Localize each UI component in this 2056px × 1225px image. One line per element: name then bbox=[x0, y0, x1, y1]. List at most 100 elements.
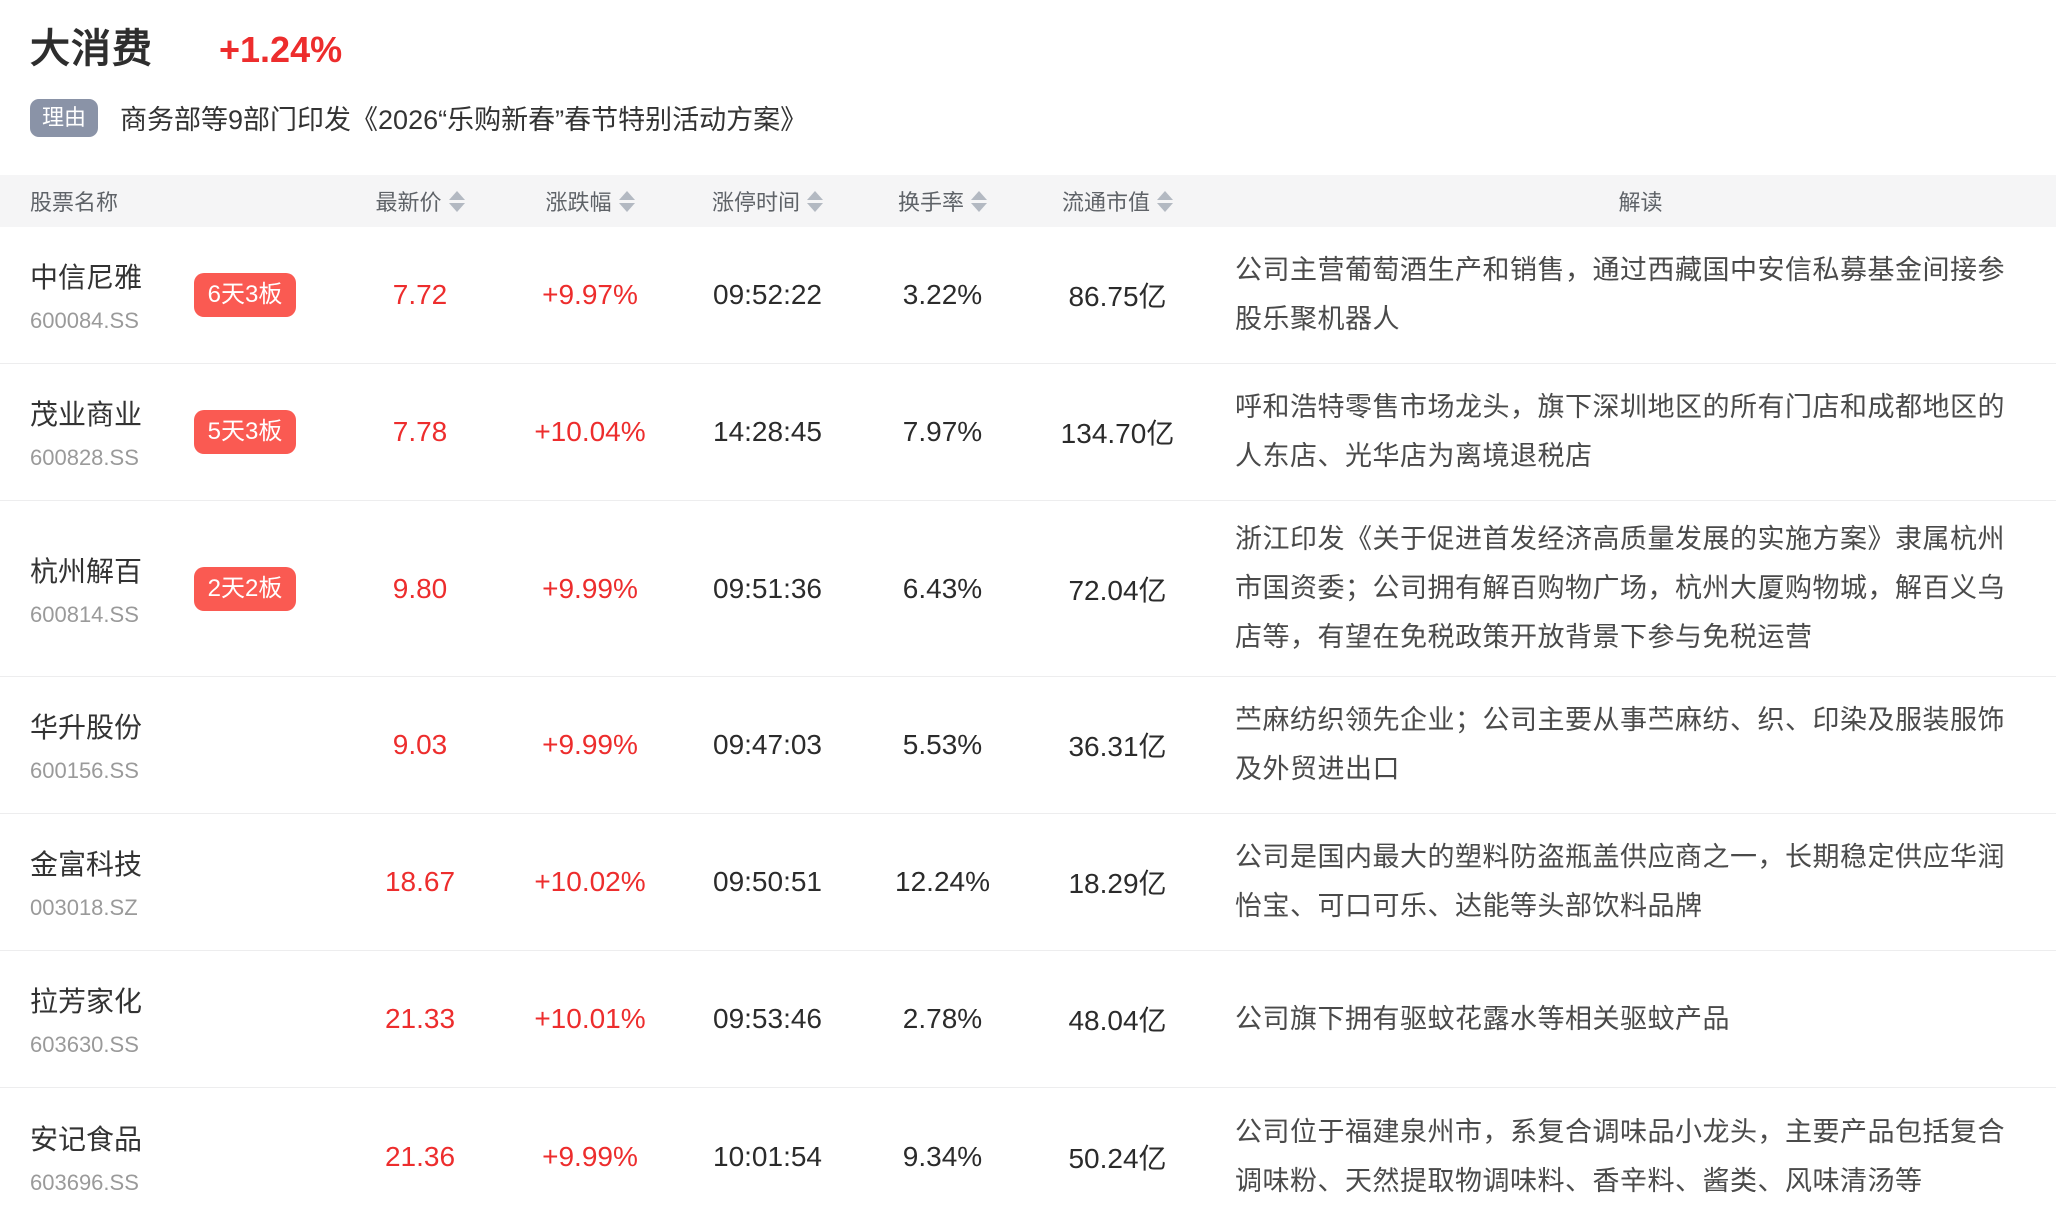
table-row[interactable]: 华升股份 600156.SS 9.03 +9.99% 09:47:03 5.53… bbox=[0, 677, 2056, 814]
stock-name[interactable]: 金富科技 bbox=[30, 849, 143, 880]
latest-price-cell: 7.72 bbox=[320, 279, 520, 311]
column-header-change-percent[interactable]: 涨跌幅 bbox=[520, 185, 660, 217]
turnover-rate: 5.53% bbox=[902, 729, 983, 760]
limit-up-time-cell: 10:01:54 bbox=[660, 1141, 875, 1173]
interpretation-text: 公司是国内最大的塑料防盗瓶盖供应商之一，长期稳定供应华润怡宝、可口可乐、达能等头… bbox=[1235, 842, 2005, 921]
latest-price: 21.36 bbox=[384, 1140, 456, 1172]
sort-arrows-icon[interactable] bbox=[1157, 190, 1173, 212]
streak-badge-cell: 5天3板 bbox=[170, 410, 320, 454]
turnover-rate: 2.78% bbox=[902, 1003, 983, 1034]
float-market-cap: 50.24亿 bbox=[1068, 1142, 1167, 1174]
interpretation-text: 公司位于福建泉州市，系复合调味品小龙头，主要产品包括复合调味粉、天然提取物调味料… bbox=[1235, 1116, 2005, 1196]
limit-up-time-cell: 09:50:51 bbox=[660, 866, 875, 898]
sort-arrows-icon[interactable] bbox=[807, 190, 823, 212]
stock-name-cell[interactable]: 茂业商业 600828.SS bbox=[0, 393, 170, 471]
column-header-label: 最新价 bbox=[375, 190, 442, 215]
latest-price: 7.78 bbox=[392, 416, 448, 447]
table-row[interactable]: 安记食品 603696.SS 21.36 +9.99% 10:01:54 9.3… bbox=[0, 1088, 2056, 1225]
turnover-rate: 7.97% bbox=[902, 416, 983, 447]
float-market-cap-cell: 72.04亿 bbox=[1010, 569, 1225, 609]
stock-name[interactable]: 中信尼雅 bbox=[30, 262, 143, 293]
sector-header: 大消费 +1.24% 理由 商务部等9部门印发《2026“乐购新春”春节特别活动… bbox=[0, 0, 2056, 137]
latest-price-cell: 18.67 bbox=[320, 866, 520, 898]
table-row[interactable]: 中信尼雅 600084.SS 6天3板 7.72 +9.97% 09:52:22… bbox=[0, 227, 2056, 364]
column-header-label: 涨跌幅 bbox=[545, 190, 612, 215]
interpretation-cell: 浙江印发《关于促进首发经济高质量发展的实施方案》隶属杭州市国资委；公司拥有解百购… bbox=[1225, 515, 2056, 662]
stock-code: 600814.SS bbox=[30, 601, 139, 627]
stock-name[interactable]: 拉芳家化 bbox=[30, 986, 143, 1017]
interpretation-cell: 苎麻纺织领先企业；公司主要从事苎麻纺、织、印染及服装服饰及外贸进出口 bbox=[1225, 696, 2056, 794]
change-percent-cell: +10.01% bbox=[520, 1003, 660, 1035]
column-header-limit-up-time[interactable]: 涨停时间 bbox=[660, 185, 875, 217]
turnover-rate-cell: 12.24% bbox=[875, 866, 1010, 898]
limit-up-time: 09:50:51 bbox=[713, 866, 822, 897]
interpretation-cell: 公司主营葡萄酒生产和销售，通过西藏国中安信私募基金间接参股乐聚机器人 bbox=[1225, 246, 2056, 344]
sort-arrows-icon[interactable] bbox=[448, 190, 465, 212]
stock-code: 600156.SS bbox=[30, 758, 139, 783]
sort-arrows-icon[interactable] bbox=[618, 190, 635, 212]
turnover-rate: 3.22% bbox=[902, 279, 983, 310]
turnover-rate-cell: 5.53% bbox=[875, 729, 1010, 761]
stock-name[interactable]: 安记食品 bbox=[30, 1123, 143, 1155]
stock-code: 603630.SS bbox=[30, 1032, 139, 1057]
change-percent-cell: +9.99% bbox=[520, 573, 660, 605]
streak-badge-cell bbox=[170, 872, 320, 892]
latest-price: 9.80 bbox=[392, 572, 448, 604]
stock-name-cell[interactable]: 安记食品 603696.SS bbox=[0, 1118, 170, 1196]
float-market-cap-cell: 48.04亿 bbox=[1010, 999, 1225, 1039]
column-header-latest-price[interactable]: 最新价 bbox=[320, 185, 520, 217]
interpretation-cell: 公司位于福建泉州市，系复合调味品小龙头，主要产品包括复合调味粉、天然提取物调味料… bbox=[1225, 1108, 2056, 1206]
latest-price-cell: 21.36 bbox=[320, 1141, 520, 1173]
float-market-cap-cell: 18.29亿 bbox=[1010, 862, 1225, 902]
reason-tag-badge: 理由 bbox=[30, 98, 99, 137]
column-header-label: 解读 bbox=[1618, 190, 1663, 215]
change-percent-cell: +10.02% bbox=[520, 866, 660, 898]
table-row[interactable]: 拉芳家化 603630.SS 21.33 +10.01% 09:53:46 2.… bbox=[0, 951, 2056, 1088]
limit-up-time: 09:51:36 bbox=[713, 572, 822, 604]
column-header-label: 涨停时间 bbox=[711, 190, 800, 215]
change-percent-cell: +9.99% bbox=[520, 729, 660, 761]
table-row[interactable]: 杭州解百 600814.SS 2天2板 9.80 +9.99% 09:51:36… bbox=[0, 501, 2056, 677]
turnover-rate-cell: 3.22% bbox=[875, 279, 1010, 311]
stock-name[interactable]: 杭州解百 bbox=[30, 555, 143, 587]
column-header-float-market-cap[interactable]: 流通市值 bbox=[1010, 185, 1225, 217]
stock-name-cell[interactable]: 中信尼雅 600084.SS bbox=[0, 256, 170, 334]
interpretation-cell: 呼和浩特零售市场龙头，旗下深圳地区的所有门店和成都地区的人东店、光华店为离境退税… bbox=[1225, 383, 2056, 481]
stock-name[interactable]: 茂业商业 bbox=[30, 399, 143, 430]
latest-price: 18.67 bbox=[384, 866, 456, 897]
sector-name: 大消费 bbox=[30, 27, 153, 71]
table-header-row: 股票名称 最新价 涨跌幅 涨停时间 换手率 流通市值 解读 bbox=[0, 175, 2056, 227]
stock-name-cell[interactable]: 杭州解百 600814.SS bbox=[0, 550, 170, 628]
limit-up-time-cell: 14:28:45 bbox=[660, 416, 875, 448]
streak-badge: 2天2板 bbox=[193, 566, 297, 611]
table-row[interactable]: 金富科技 003018.SZ 18.67 +10.02% 09:50:51 12… bbox=[0, 814, 2056, 951]
streak-badge-cell bbox=[170, 1009, 320, 1029]
latest-price: 9.03 bbox=[392, 729, 448, 760]
latest-price: 7.72 bbox=[392, 279, 448, 310]
column-header-label: 股票名称 bbox=[30, 190, 119, 215]
latest-price-cell: 9.03 bbox=[320, 729, 520, 761]
stock-code: 600828.SS bbox=[30, 445, 139, 470]
column-header-interpretation: 解读 bbox=[1225, 185, 2056, 217]
table-body: 中信尼雅 600084.SS 6天3板 7.72 +9.97% 09:52:22… bbox=[0, 227, 2056, 1225]
reason-text: 商务部等9部门印发《2026“乐购新春”春节特别活动方案》 bbox=[120, 105, 808, 135]
stock-name-cell[interactable]: 华升股份 600156.SS bbox=[0, 706, 170, 784]
stock-name-cell[interactable]: 拉芳家化 603630.SS bbox=[0, 980, 170, 1058]
stock-name-cell[interactable]: 金富科技 003018.SZ bbox=[0, 843, 170, 921]
interpretation-cell: 公司旗下拥有驱蚊花露水等相关驱蚊产品 bbox=[1225, 995, 2056, 1044]
streak-badge-cell: 6天3板 bbox=[170, 273, 320, 317]
stock-code: 003018.SZ bbox=[30, 895, 138, 920]
table-row[interactable]: 茂业商业 600828.SS 5天3板 7.78 +10.04% 14:28:4… bbox=[0, 364, 2056, 501]
float-market-cap: 36.31亿 bbox=[1068, 731, 1167, 762]
limit-up-time-cell: 09:47:03 bbox=[660, 729, 875, 761]
column-header-turnover-rate[interactable]: 换手率 bbox=[875, 185, 1010, 217]
streak-badge: 6天3板 bbox=[193, 273, 297, 317]
latest-price-cell: 21.33 bbox=[320, 1003, 520, 1035]
change-percent: +10.02% bbox=[534, 866, 646, 897]
float-market-cap: 86.75亿 bbox=[1068, 281, 1167, 312]
stock-code: 600084.SS bbox=[30, 308, 139, 333]
sort-arrows-icon[interactable] bbox=[971, 190, 987, 212]
streak-badge: 5天3板 bbox=[193, 410, 297, 454]
stock-name[interactable]: 华升股份 bbox=[30, 712, 143, 743]
